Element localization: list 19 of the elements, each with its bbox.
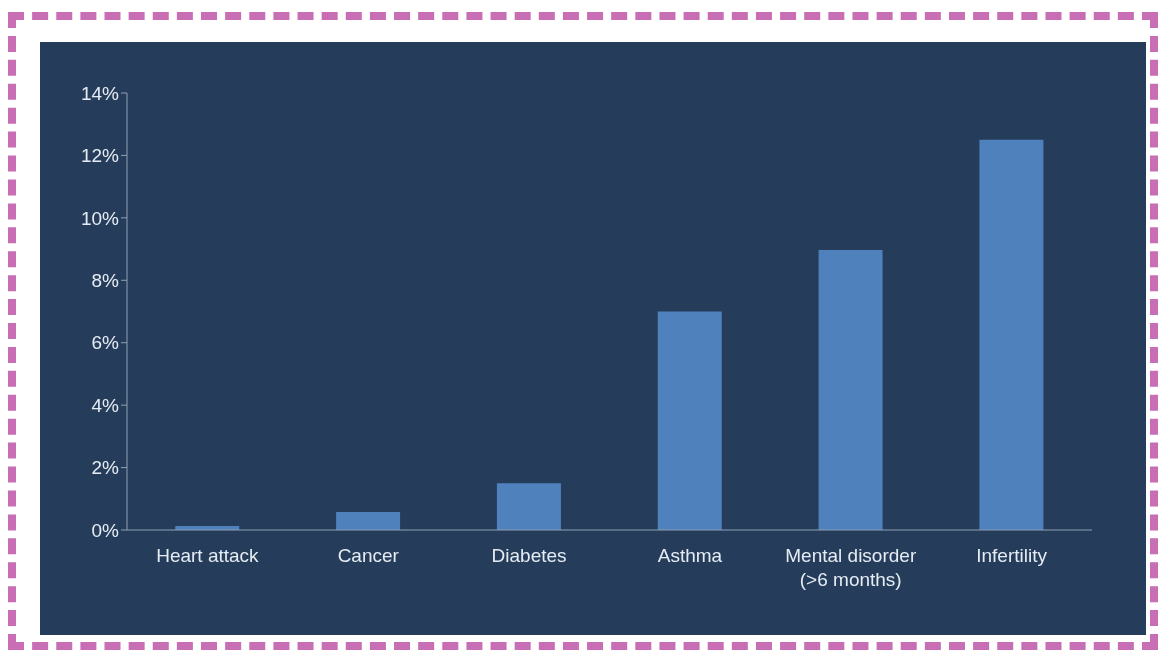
bar — [979, 139, 1044, 530]
x-tick-label: Asthma — [657, 545, 723, 566]
x-tick-label: Diabetes — [491, 545, 567, 566]
y-tick-label: 14% — [80, 82, 120, 104]
y-tick-label: 12% — [80, 145, 120, 167]
x-tick-label: Cancer — [337, 545, 400, 566]
y-tick-label: 8% — [91, 270, 120, 292]
x-tick-label: Heart attack — [156, 545, 260, 566]
bar — [336, 511, 401, 530]
y-tick-label: 2% — [91, 457, 120, 479]
bar — [818, 250, 883, 530]
bar — [496, 483, 561, 530]
y-tick-label: 0% — [91, 519, 120, 541]
x-tick-label: Mental disorder (>6 months) — [785, 545, 917, 590]
y-tick-label: 6% — [91, 332, 120, 354]
x-tick-label: Infertility — [976, 545, 1048, 566]
y-tick-label: 10% — [80, 207, 120, 229]
y-tick-label: 4% — [91, 394, 120, 416]
bar — [657, 311, 722, 530]
